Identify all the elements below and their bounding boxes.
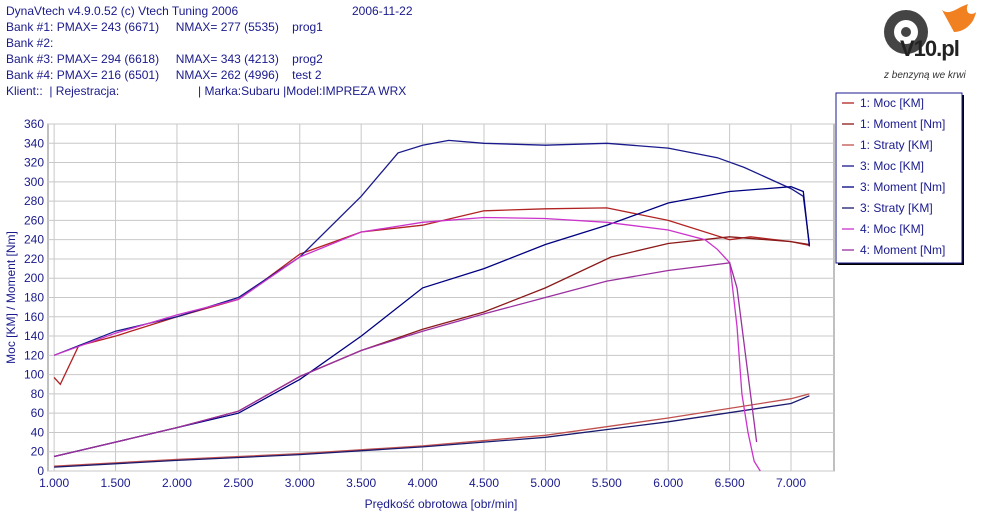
y-tick-label: 40 bbox=[31, 425, 45, 439]
x-tick-label: 6.500 bbox=[715, 476, 745, 490]
y-tick-label: 140 bbox=[24, 329, 44, 343]
x-tick-label: 5.500 bbox=[592, 476, 622, 490]
y-tick-label: 360 bbox=[24, 117, 44, 131]
y-tick-label: 200 bbox=[24, 271, 44, 285]
series-line-3 bbox=[54, 393, 810, 467]
legend-entry: 1: Straty [KM] bbox=[860, 138, 933, 152]
header-line-6: Klient:: | Rejestracja: bbox=[6, 84, 120, 98]
y-tick-label: 320 bbox=[24, 156, 44, 170]
legend-entry: 1: Moment [Nm] bbox=[860, 117, 945, 131]
header-line-3: Bank #2: bbox=[6, 36, 54, 50]
logo-tagline: z benzyną we krwi bbox=[884, 70, 966, 81]
y-tick-label: 180 bbox=[24, 291, 44, 305]
legend-entry: 4: Moment [Nm] bbox=[860, 243, 945, 257]
header-date: 2006-11-22 bbox=[352, 4, 413, 18]
legend: 1: Moc [KM] 1: Moment [Nm] 1: Straty [KM] 3… bbox=[835, 92, 964, 265]
y-tick-label: 100 bbox=[24, 368, 44, 382]
series-line-7 bbox=[53, 216, 761, 472]
legend-entry: 3: Moment [Nm] bbox=[860, 180, 945, 194]
y-axis-label: Moc [KM] / Moment [Nm] bbox=[4, 231, 18, 364]
x-tick-label: 5.000 bbox=[530, 476, 560, 490]
y-axis-ticks: 0 20 40 60 80 100 120 140 160 180 200 220 240 260 280 3… bbox=[24, 117, 44, 478]
x-axis-label: Prędkość obrotowa [obr/min] bbox=[365, 497, 518, 511]
y-tick-label: 120 bbox=[24, 348, 44, 362]
x-axis-ticks: 1.000 1.500 2.000 2.500 3.000 3.500 4.000 4.500… bbox=[39, 476, 806, 490]
header-line-5: Bank #4: PMAX= 216 (6501) NMAX= 262 (499… bbox=[6, 68, 322, 82]
series-line-8 bbox=[53, 262, 758, 458]
legend-entry: 1: Moc [KM] bbox=[860, 96, 924, 110]
y-tick-label: 220 bbox=[24, 252, 44, 266]
x-tick-label: 1.500 bbox=[101, 476, 131, 490]
x-tick-label: 6.000 bbox=[653, 476, 683, 490]
y-tick-label: 260 bbox=[24, 213, 44, 227]
x-tick-label: 7.000 bbox=[776, 476, 806, 490]
legend-entry: 3: Moc [KM] bbox=[860, 159, 924, 173]
series-line-6 bbox=[54, 395, 810, 468]
y-tick-label: 80 bbox=[31, 387, 45, 401]
y-tick-label: 340 bbox=[24, 136, 44, 150]
y-tick-label: 280 bbox=[24, 194, 44, 208]
header-line-7: | Marka:Subaru |Model:IMPREZA WRX bbox=[198, 84, 407, 98]
y-tick-label: 300 bbox=[24, 175, 44, 189]
y-tick-label: 60 bbox=[31, 406, 45, 420]
x-tick-label: 3.000 bbox=[285, 476, 315, 490]
x-tick-label: 1.000 bbox=[39, 476, 69, 490]
series-line-4 bbox=[53, 139, 811, 356]
x-tick-label: 4.000 bbox=[408, 476, 438, 490]
x-tick-label: 2.000 bbox=[162, 476, 192, 490]
header-line-1: DynaVtech v4.9.0.52 (c) Vtech Tuning 200… bbox=[6, 4, 239, 18]
series-line-1 bbox=[53, 207, 810, 386]
series-lines bbox=[53, 139, 811, 472]
logo-text: V10.pl bbox=[900, 36, 960, 61]
x-tick-label: 3.500 bbox=[346, 476, 376, 490]
y-tick-label: 20 bbox=[31, 445, 45, 459]
header-line-2: Bank #1: PMAX= 243 (6671) NMAX= 277 (553… bbox=[6, 20, 323, 34]
legend-entry: 3: Straty [KM] bbox=[860, 201, 933, 215]
y-tick-label: 160 bbox=[24, 310, 44, 324]
legend-entry: 4: Moc [KM] bbox=[860, 222, 924, 236]
header-line-4: Bank #3: PMAX= 294 (6618) NMAX= 343 (421… bbox=[6, 52, 323, 66]
y-tick-label: 240 bbox=[24, 233, 44, 247]
legend-box bbox=[835, 92, 963, 264]
x-tick-label: 4.500 bbox=[469, 476, 499, 490]
tire-flame-icon bbox=[884, 4, 976, 54]
x-tick-label: 2.500 bbox=[223, 476, 253, 490]
y-tick-label: 0 bbox=[37, 464, 44, 478]
